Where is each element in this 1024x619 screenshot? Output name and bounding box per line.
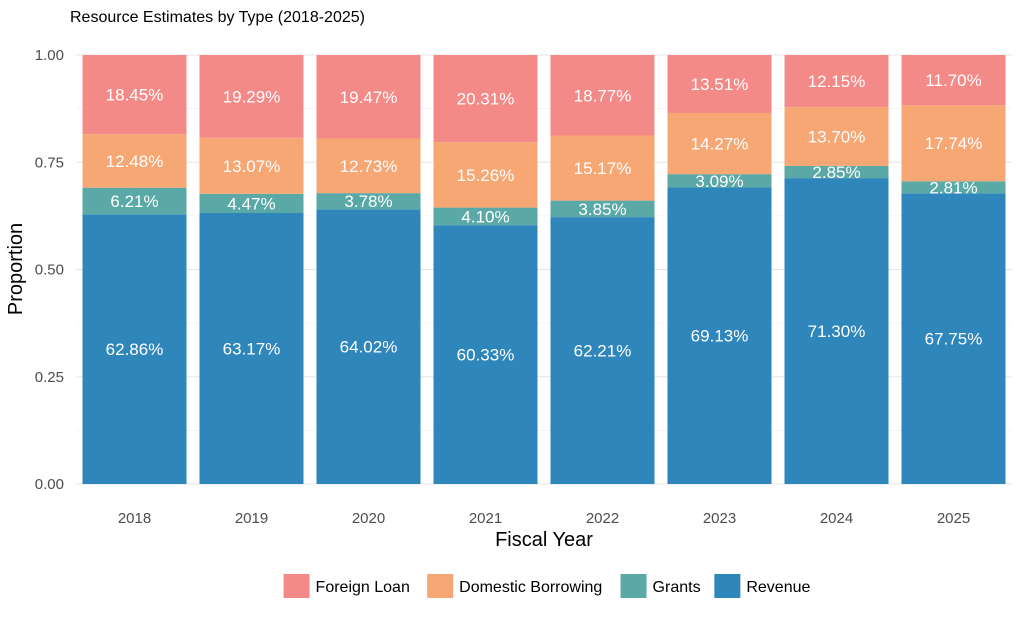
bar-segment-domestic-borrowing-2025 [901,105,1006,182]
data-label: 19.29% [223,87,281,106]
data-label: 3.85% [578,200,626,219]
y-axis-title: Proportion [5,223,27,315]
data-label: 19.47% [340,88,398,107]
bar-segment-foreign-loan-2022 [550,55,655,136]
y-tick-label: 0.75 [35,154,64,171]
bar-segment-domestic-borrowing-2021 [433,142,538,208]
data-label: 2.81% [929,178,977,197]
data-label: 20.31% [457,90,515,109]
legend-label: Foreign Loan [316,579,410,596]
data-label: 63.17% [223,340,281,359]
data-label: 12.15% [808,72,866,91]
data-label: 15.26% [457,166,515,185]
x-tick-label: 2018 [118,510,151,527]
bar-segment-domestic-borrowing-2024 [784,107,889,166]
x-tick-label: 2021 [469,510,502,527]
legend-label: Revenue [746,579,810,596]
bar-segment-revenue-2024 [784,178,889,485]
bar-segment-grants-2020 [316,193,421,210]
x-tick-label: 2025 [937,510,970,527]
bars [82,55,1006,485]
data-label: 11.70% [925,71,981,90]
data-label: 18.45% [106,86,164,105]
data-label: 14.27% [691,135,749,154]
y-tick-label: 0.00 [35,476,64,493]
y-tick-label: 0.25 [35,369,64,386]
chart-title: Resource Estimates by Type (2018-2025) [70,9,365,26]
bar-segment-foreign-loan-2020 [316,55,421,139]
bar-segment-foreign-loan-2025 [901,55,1006,106]
data-label: 62.21% [574,342,632,361]
bar-segment-grants-2025 [901,181,1006,194]
bar-segment-foreign-loan-2019 [199,55,304,138]
bar-segment-foreign-loan-2024 [784,55,889,108]
bar-segment-revenue-2020 [316,209,421,485]
legend: Foreign Loan Domestic Borrowing Grants Reve… [283,574,810,598]
data-label: 17.74% [925,134,983,153]
data-label: 64.02% [340,338,398,357]
data-label: 71.30% [808,322,866,341]
bar-segment-foreign-loan-2021 [433,55,538,143]
bar-segment-revenue-2021 [433,225,538,484]
bar-segment-revenue-2023 [667,187,772,484]
bar-segment-domestic-borrowing-2022 [550,135,655,201]
legend-label: Grants [653,579,701,596]
data-label: 13.07% [223,157,281,176]
x-axis-title: Fiscal Year [495,529,593,551]
x-tick-label: 2020 [352,510,385,527]
bar-segment-grants-2023 [667,174,772,188]
bar-segment-grants-2024 [784,165,889,179]
data-label: 60.33% [457,346,515,365]
data-label: 4.47% [227,194,275,213]
data-label: 4.10% [461,207,509,226]
x-tick-label: 2022 [586,510,619,527]
data-labels: 62.86% 6.21% 12.48% 18.45% 63.17% 4.47% 13.07%… [106,71,983,364]
bar-segment-domestic-borrowing-2023 [667,112,772,175]
data-label: 13.51% [691,75,749,94]
data-label: 62.86% [106,340,164,359]
data-label: 6.21% [110,192,158,211]
bar-segment-domestic-borrowing-2020 [316,138,421,194]
data-label: 69.13% [691,327,749,346]
legend-key-revenue [714,574,741,598]
y-tick-label: 0.50 [35,262,64,279]
legend-key-foreign-loan [283,574,310,598]
x-tick-label: 2019 [235,510,268,527]
x-axis-ticks: 2018 2019 2020 2021 2022 2023 2024 2025 [118,510,970,527]
bar-segment-revenue-2025 [901,193,1006,485]
legend-label: Domestic Borrowing [459,579,602,596]
bar-segment-grants-2019 [199,193,304,214]
bar-segment-grants-2021 [433,207,538,226]
legend-key-domestic-borrowing [427,574,454,598]
data-label: 12.48% [106,152,164,171]
bar-segment-domestic-borrowing-2018 [82,134,187,188]
data-label: 13.70% [808,128,866,147]
bar-segment-revenue-2022 [550,217,655,485]
data-label: 2.85% [812,163,860,182]
bar-segment-domestic-borrowing-2019 [199,137,304,194]
x-tick-label: 2024 [820,510,853,527]
bar-segment-grants-2022 [550,200,655,218]
data-label: 3.09% [695,172,743,191]
data-label: 15.17% [574,159,632,178]
y-axis-ticks: 0.00 0.25 0.50 0.75 1.00 [35,47,64,493]
data-label: 12.73% [340,157,398,176]
data-label: 18.77% [574,86,632,105]
legend-key-grants [620,574,647,598]
bar-segment-revenue-2018 [82,214,187,484]
y-tick-label: 1.00 [35,47,64,64]
bar-segment-revenue-2019 [199,213,304,484]
data-label: 3.78% [344,192,392,211]
bar-segment-foreign-loan-2018 [82,55,187,135]
bar-segment-foreign-loan-2023 [667,55,772,113]
data-label: 67.75% [925,330,983,349]
bar-segment-grants-2018 [82,187,187,215]
x-tick-label: 2023 [703,510,736,527]
